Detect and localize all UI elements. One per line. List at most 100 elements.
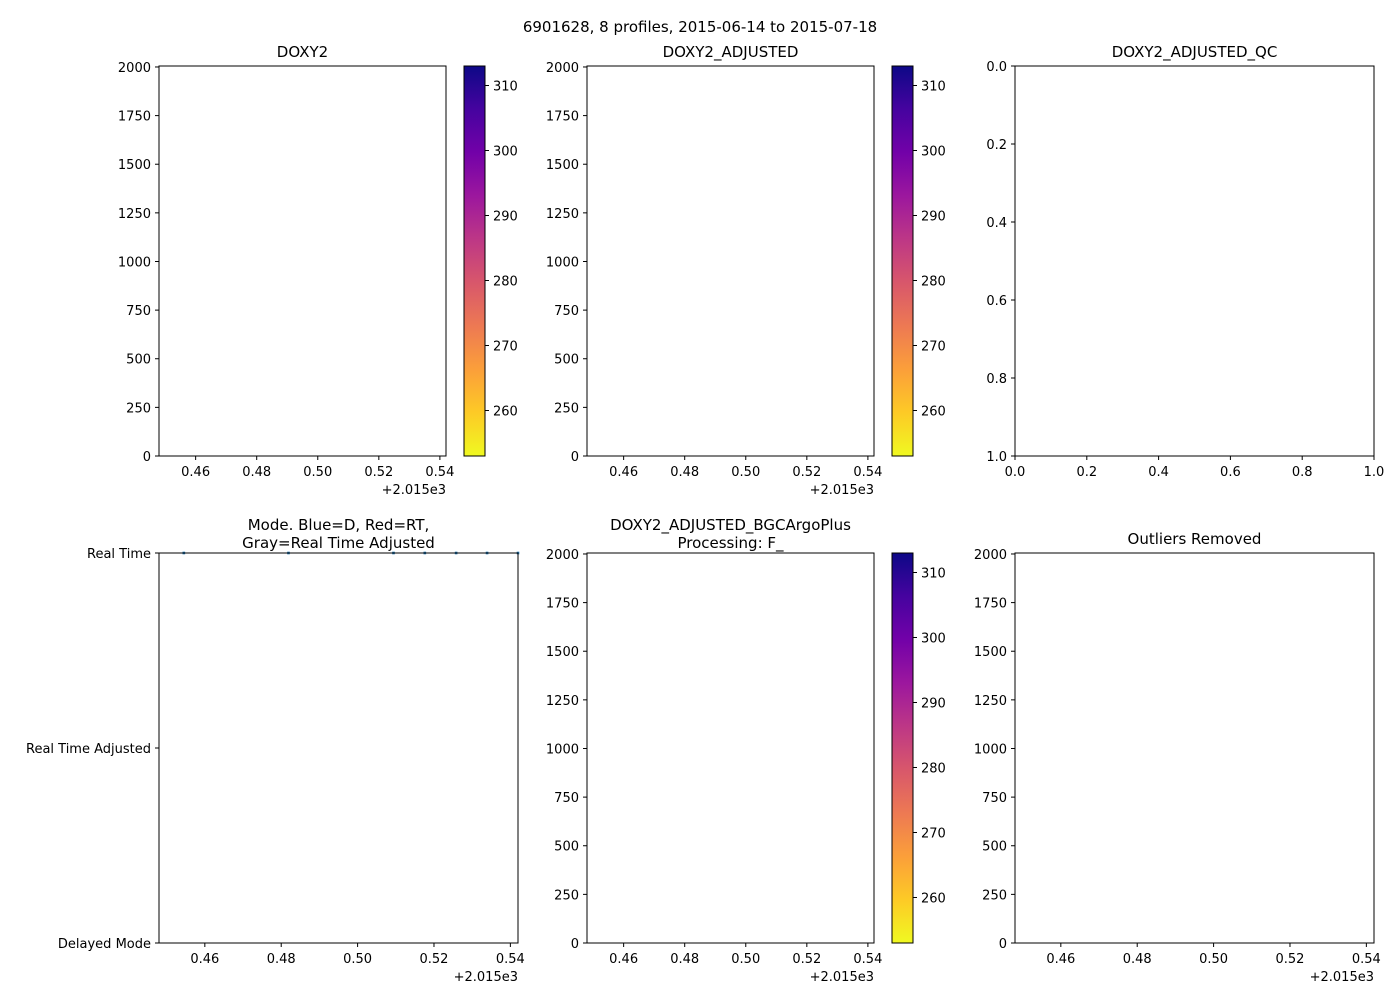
x-tick-label: 0.48: [670, 952, 699, 967]
colorbar-tick-label: 260: [921, 892, 946, 907]
axes-frame: [158, 65, 447, 457]
y-tick-label: 1500: [546, 645, 579, 660]
figure-title: 6901628, 8 profiles, 2015-06-14 to 2015-…: [523, 18, 877, 36]
y-tick-label: 500: [982, 840, 1007, 855]
y-tick-label: 750: [554, 791, 579, 806]
y-tick-label: 0: [143, 450, 151, 465]
y-tick-label: 750: [982, 791, 1007, 806]
y-tick-label: 0.2: [986, 138, 1007, 153]
y-tick-label: 0: [999, 937, 1007, 952]
x-tick-label: 0.52: [364, 465, 393, 480]
colorbar-tick-label: 280: [493, 275, 518, 290]
x-offset-label: +2.015e3: [1310, 970, 1374, 985]
y-tick-label: 0.8: [986, 372, 1007, 387]
y-tick-label: 1250: [118, 207, 151, 222]
x-tick-label: 0.48: [670, 465, 699, 480]
y-tick-label: 1500: [974, 645, 1007, 660]
x-tick-label: 0.52: [420, 952, 449, 967]
colorbar: 260 270 280 290 300 310: [891, 552, 946, 944]
x-tick-label: 0.4: [1148, 465, 1169, 480]
y-tick-label: 500: [554, 353, 579, 368]
panel-title: Gray=Real Time Adjusted: [242, 534, 435, 552]
x-tick-label: 0.50: [343, 952, 372, 967]
y-tick-label: 250: [126, 401, 151, 416]
x-tick-label: 1.0: [1364, 465, 1385, 480]
x-tick-label: 0.0: [1005, 465, 1026, 480]
x-tick-label: 0.46: [609, 465, 638, 480]
colorbar-gradient: [463, 65, 486, 457]
y-tick-label: 1750: [974, 597, 1007, 612]
panel-outliers: 0.46 0.48 0.50 0.52 0.54 +2.015e3 0 250 500 750 10…: [974, 530, 1381, 985]
y-tick-label: 0.6: [986, 294, 1007, 309]
axes-frame: [1014, 552, 1375, 944]
x-tick-label: 0.48: [242, 465, 271, 480]
y-tick-label: Real Time: [87, 547, 151, 562]
x-tick-label: 0.50: [731, 465, 760, 480]
y-tick-label: 2000: [118, 61, 151, 76]
y-tick-label: 1.0: [986, 450, 1007, 465]
panel-mode: 0.46 0.48 0.50 0.52 0.54 +2.015e3 Real Time Rea…: [26, 516, 525, 985]
x-tick-label: 0.46: [190, 952, 219, 967]
y-tick-label: 1250: [546, 694, 579, 709]
panel-title: Processing: F_: [677, 534, 784, 553]
x-offset-label: +2.015e3: [454, 970, 518, 985]
colorbar-tick-label: 310: [921, 80, 946, 95]
colorbar-tick-label: 290: [921, 210, 946, 225]
y-tick-label: 1250: [546, 207, 579, 222]
y-tick-label: 0: [571, 450, 579, 465]
y-tick-label: 1000: [118, 255, 151, 270]
y-tick-label: 0.4: [986, 216, 1007, 231]
y-tick-label: 1250: [974, 694, 1007, 709]
y-tick-label: 2000: [546, 61, 579, 76]
y-tick-label: 750: [554, 304, 579, 319]
axes-frame: [586, 65, 875, 457]
y-tick-label: 1750: [546, 110, 579, 125]
colorbar: 260 270 280 290 300 310: [891, 65, 946, 457]
x-tick-label: 0.46: [181, 465, 210, 480]
colorbar-tick-label: 310: [921, 567, 946, 582]
colorbar: 260 270 280 290 300 310: [463, 65, 518, 457]
colorbar-tick-label: 270: [493, 340, 518, 355]
colorbar-tick-label: 300: [921, 145, 946, 160]
axes-frame: [158, 552, 519, 944]
colorbar-tick-label: 300: [921, 632, 946, 647]
y-tick-label: 1500: [546, 158, 579, 173]
y-tick-label: 1500: [118, 158, 151, 173]
y-tick-label: 1750: [546, 597, 579, 612]
x-tick-label: 0.50: [1199, 952, 1228, 967]
colorbar-tick-label: 310: [493, 80, 518, 95]
y-tick-label: 250: [982, 888, 1007, 903]
panel-doxy2_adjusted: 0.46 0.48 0.50 0.52 0.54 +2.015e3 0 250 500 750 10…: [546, 43, 946, 498]
y-tick-label: 1000: [974, 742, 1007, 757]
panel-doxy2_adjusted_qc: 0.0 0.2 0.4 0.6 0.8 1.00.00.20.40.60.81.0DOXY…: [986, 43, 1384, 480]
x-offset-label: +2.015e3: [810, 483, 874, 498]
x-tick-label: 0.52: [792, 465, 821, 480]
y-tick-label: Delayed Mode: [58, 937, 151, 952]
colorbar-tick-label: 270: [921, 827, 946, 842]
y-tick-label: 1000: [546, 742, 579, 757]
x-offset-label: +2.015e3: [810, 970, 874, 985]
x-tick-label: 0.54: [425, 465, 454, 480]
x-tick-label: 0.46: [609, 952, 638, 967]
y-tick-label: 1750: [118, 110, 151, 125]
colorbar-gradient: [891, 552, 914, 944]
x-tick-label: 0.52: [1276, 952, 1305, 967]
panel-doxy2_bgc: 0.46 0.48 0.50 0.52 0.54 +2.015e3 0 250 500 750 10…: [546, 516, 946, 985]
panel-title: Outliers Removed: [1128, 530, 1262, 548]
y-tick-label: 750: [126, 304, 151, 319]
colorbar-tick-label: 280: [921, 762, 946, 777]
y-tick-label: 500: [126, 353, 151, 368]
y-tick-label: 0: [571, 937, 579, 952]
panel-title: Mode. Blue=D, Red=RT,: [248, 516, 430, 534]
x-tick-label: 0.52: [792, 952, 821, 967]
x-tick-label: 0.48: [267, 952, 296, 967]
colorbar-tick-label: 260: [493, 405, 518, 420]
panel-doxy2: 0.46 0.48 0.50 0.52 0.54 +2.015e3 0 250 500 750 10…: [118, 43, 518, 498]
y-tick-label: 250: [554, 888, 579, 903]
y-tick-label: 500: [554, 840, 579, 855]
colorbar-gradient: [891, 65, 914, 457]
y-tick-label: 2000: [546, 548, 579, 563]
colorbar-tick-label: 290: [921, 697, 946, 712]
panel-title: DOXY2_ADJUSTED: [663, 43, 799, 62]
